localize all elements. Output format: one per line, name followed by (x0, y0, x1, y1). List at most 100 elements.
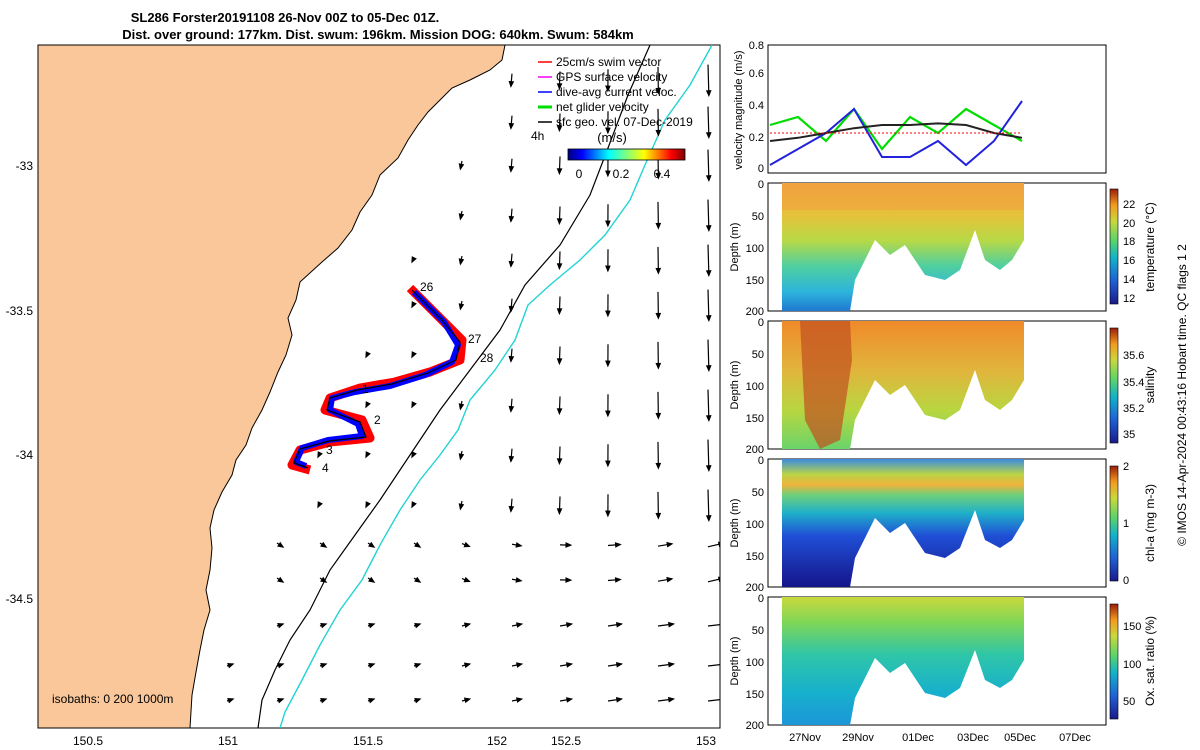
depth-tick: 100 (746, 657, 764, 669)
current-vector-arrowhead (717, 541, 720, 548)
velocity-panel: 0 0.2 0.4 0.6 0.8 velocity magnitude (m/… (733, 40, 1107, 175)
current-vector-arrowhead (317, 451, 323, 459)
current-vector-arrowhead (655, 267, 662, 275)
depth-label: Depth (m) (729, 361, 741, 410)
current-vector-arrowhead (666, 576, 674, 583)
current-vector-arrowhead (655, 312, 662, 320)
current-vector-arrowhead (368, 576, 376, 583)
current-vector-arrowhead (277, 697, 285, 704)
track-label: 1 (362, 382, 369, 396)
track-label: 28 (480, 351, 494, 365)
oxygen-ylabel: Ox. sat. ratio (%) (1143, 616, 1157, 706)
current-vector-arrowhead (411, 451, 417, 459)
current-vector-arrowhead (368, 541, 376, 548)
velocity-ytick: 0.2 (749, 132, 764, 144)
current-vector-arrowhead (508, 165, 515, 173)
depth-tick: 0 (758, 593, 764, 605)
current-vector-arrowhead (463, 576, 471, 583)
current-vector-arrowhead (508, 80, 515, 88)
colorbar-tick: 0 (1123, 575, 1129, 587)
current-vector-arrowhead (655, 362, 662, 370)
depth-tick: 0 (758, 317, 764, 329)
track-label: 3 (326, 443, 333, 457)
current-vector-arrowhead (365, 451, 371, 459)
depth-tick: 100 (746, 243, 764, 255)
legend-label: 25cm/s swim vector (556, 55, 661, 69)
current-vector-arrowhead (365, 401, 371, 409)
colorbar-label: (m/s) (597, 130, 627, 145)
current-vector-arrowhead (605, 310, 611, 318)
current-vector-arrowhead (655, 412, 662, 420)
depth-tick: 150 (746, 413, 764, 425)
colorbar-tick: 0.2 (613, 167, 630, 181)
colorbar-tick: 35.2 (1123, 403, 1144, 415)
vector-field (226, 64, 726, 704)
current-vector-arrowhead (705, 132, 712, 139)
current-vector-arrowhead (556, 125, 563, 133)
current-vector-arrowhead (320, 576, 328, 583)
current-vector-arrowhead (605, 220, 611, 228)
isobath-200m (257, 45, 651, 728)
current-vector-arrowhead (277, 576, 285, 583)
current-vector-arrowhead (516, 622, 524, 628)
current-vector-arrowhead (614, 542, 622, 548)
current-vector-arrowhead (458, 163, 465, 171)
chla-panel: 0 50 100 150 200 Depth (m) 0 1 2 chl-a (… (729, 455, 1157, 594)
map-ytick: -33.5 (6, 304, 34, 318)
current-vector-arrowhead (705, 315, 712, 322)
depth-tick: 200 (746, 720, 764, 732)
current-vector-arrowhead (721, 623, 726, 627)
time-tick: 29Nov (842, 732, 874, 744)
current-vector-arrowhead (508, 505, 515, 513)
current-vector-arrowhead (565, 542, 573, 548)
current-vector-arrowhead (368, 662, 376, 669)
current-vector-arrowhead (705, 365, 712, 372)
map-legend: 25cm/s swim vector GPS surface velocity … (531, 55, 693, 181)
current-vector-arrow (707, 664, 720, 667)
current-vector-arrowhead (411, 401, 417, 409)
map-ytick: -34.5 (6, 592, 34, 606)
current-vector-arrowhead (556, 408, 563, 416)
current-vector-arrowhead (721, 663, 726, 667)
current-vector-arrowhead (615, 696, 624, 703)
current-vector-arrowhead (508, 355, 515, 363)
chla-ylabel: chl-a (mg m-3) (1143, 484, 1157, 562)
current-vector-arrowhead (605, 85, 611, 93)
map-xtick: 153 (696, 734, 716, 748)
colorbar-tick: 2 (1123, 461, 1129, 473)
map-xtick: 152.5 (551, 734, 581, 748)
current-vector-arrowhead (508, 305, 515, 313)
current-vector-arrowhead (515, 577, 523, 583)
current-vector-arrowhead (556, 358, 563, 366)
map-xtick: 151 (218, 734, 238, 748)
current-vector-arrowhead (277, 622, 285, 629)
current-vector-arrowhead (655, 129, 662, 137)
colorbar-tick: 50 (1123, 696, 1135, 708)
current-vector-arrowhead (605, 510, 611, 518)
map-panel: 26 27 28 1 2 3 4 isobaths: 0 200 1000m 2… (6, 44, 726, 748)
current-vector-arrowhead (516, 697, 524, 703)
current-vector-arrowhead (605, 265, 611, 273)
current-vector-arrowhead (508, 260, 515, 268)
salinity-panel: 0 50 100 150 200 Depth (m) 35 35.2 35.4 … (729, 317, 1157, 456)
temperature-panel: 0 50 100 150 200 Depth (m) 12 14 16 18 2… (729, 179, 1157, 318)
depth-tick: 150 (746, 551, 764, 563)
current-vector-arrowhead (414, 576, 422, 583)
time-tick: 05Dec (1004, 732, 1036, 744)
current-vector-arrowhead (508, 405, 515, 413)
map-xtick: 150.5 (73, 734, 103, 748)
oxygen-section (782, 597, 1024, 725)
current-vector-arrowhead (365, 501, 371, 509)
colorbar-tick: 35 (1123, 429, 1135, 441)
current-vector-arrowhead (705, 175, 712, 182)
current-vector-arrowhead (605, 170, 611, 178)
current-vector-arrowhead (556, 218, 563, 226)
current-vector-arrowhead (655, 462, 662, 470)
current-vector-arrowhead (556, 168, 563, 176)
current-vector-arrowhead (655, 172, 662, 180)
land-coastline (38, 45, 506, 728)
current-vector-arrow (707, 543, 720, 548)
depth-tick: 100 (746, 381, 764, 393)
current-vector-arrowhead (463, 541, 471, 548)
